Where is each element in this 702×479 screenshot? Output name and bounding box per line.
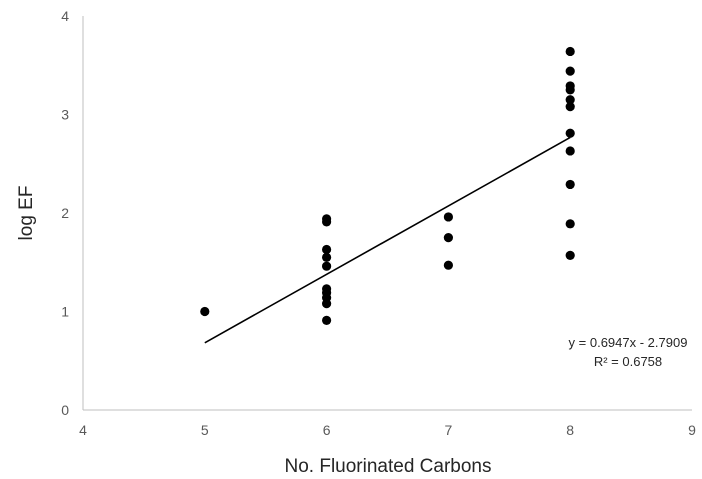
data-point <box>322 214 332 224</box>
trendline <box>204 136 571 344</box>
data-point <box>443 260 453 270</box>
data-point <box>565 179 575 190</box>
x-tick-label: 7 <box>445 422 453 438</box>
data-point <box>322 252 332 262</box>
data-point <box>565 66 575 76</box>
x-tick-label: 9 <box>688 422 696 438</box>
y-tick-label: 1 <box>61 304 69 320</box>
axes <box>82 16 692 411</box>
y-axis-title: log EF <box>16 186 37 241</box>
y-tick-label: 2 <box>61 205 69 221</box>
trendline-group <box>204 136 571 344</box>
data-point <box>565 219 575 229</box>
data-point <box>200 306 210 317</box>
data-point <box>565 95 575 105</box>
trendline-equation: y = 0.6947x - 2.7909 <box>569 335 688 350</box>
tick-labels: 4 5 6 7 8 9 0 1 2 3 4 <box>61 8 696 438</box>
data-point <box>322 284 332 294</box>
data-point <box>322 244 332 255</box>
data-point <box>565 102 575 112</box>
x-tick-label: 6 <box>323 422 331 438</box>
trendline-r-squared: R² = 0.6758 <box>594 354 662 369</box>
data-point <box>322 261 332 271</box>
data-point <box>565 128 575 138</box>
x-tick-label: 8 <box>566 422 574 438</box>
data-points <box>200 46 575 325</box>
y-tick-label: 4 <box>61 8 69 24</box>
data-point <box>443 233 453 243</box>
x-tick-label: 5 <box>201 422 209 438</box>
data-point <box>565 250 575 260</box>
data-point <box>322 315 332 325</box>
x-tick-label: 4 <box>79 422 87 438</box>
y-tick-label: 0 <box>61 402 69 418</box>
data-point <box>565 81 575 91</box>
data-point <box>565 146 575 156</box>
x-axis-title: No. Fluorinated Carbons <box>285 456 492 477</box>
data-point <box>565 46 575 57</box>
data-point <box>443 212 453 222</box>
y-tick-label: 3 <box>61 107 69 123</box>
